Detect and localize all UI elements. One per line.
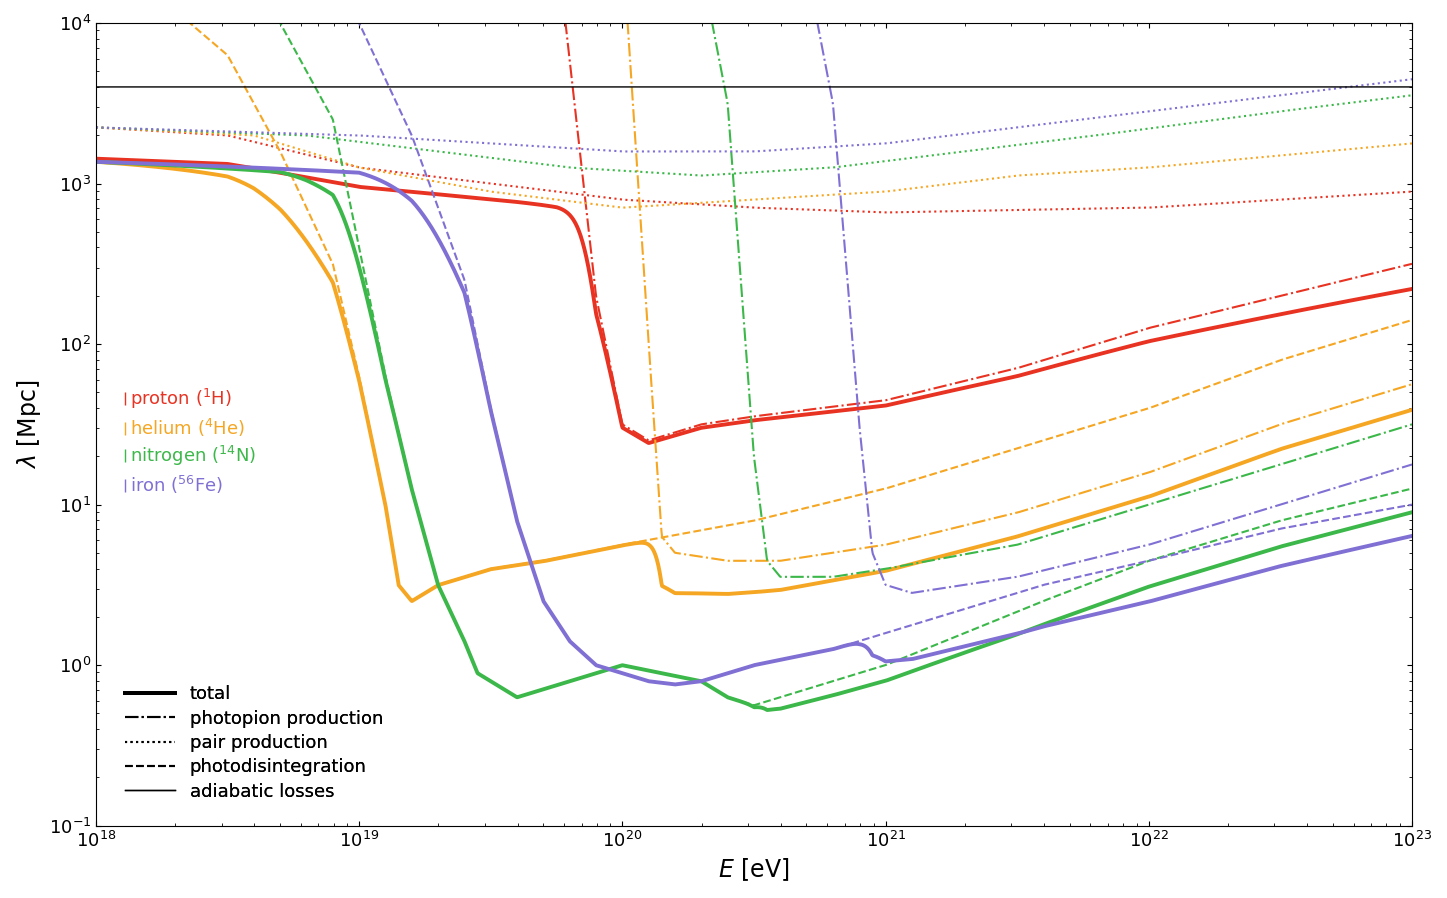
Legend: total, photopion production, pair production, photodisintegration, adiabatic los: total, photopion production, pair produc… — [124, 685, 383, 801]
Y-axis label: $\lambda$ [Mpc]: $\lambda$ [Mpc] — [14, 380, 43, 469]
X-axis label: $E$ [eV]: $E$ [eV] — [718, 856, 790, 883]
